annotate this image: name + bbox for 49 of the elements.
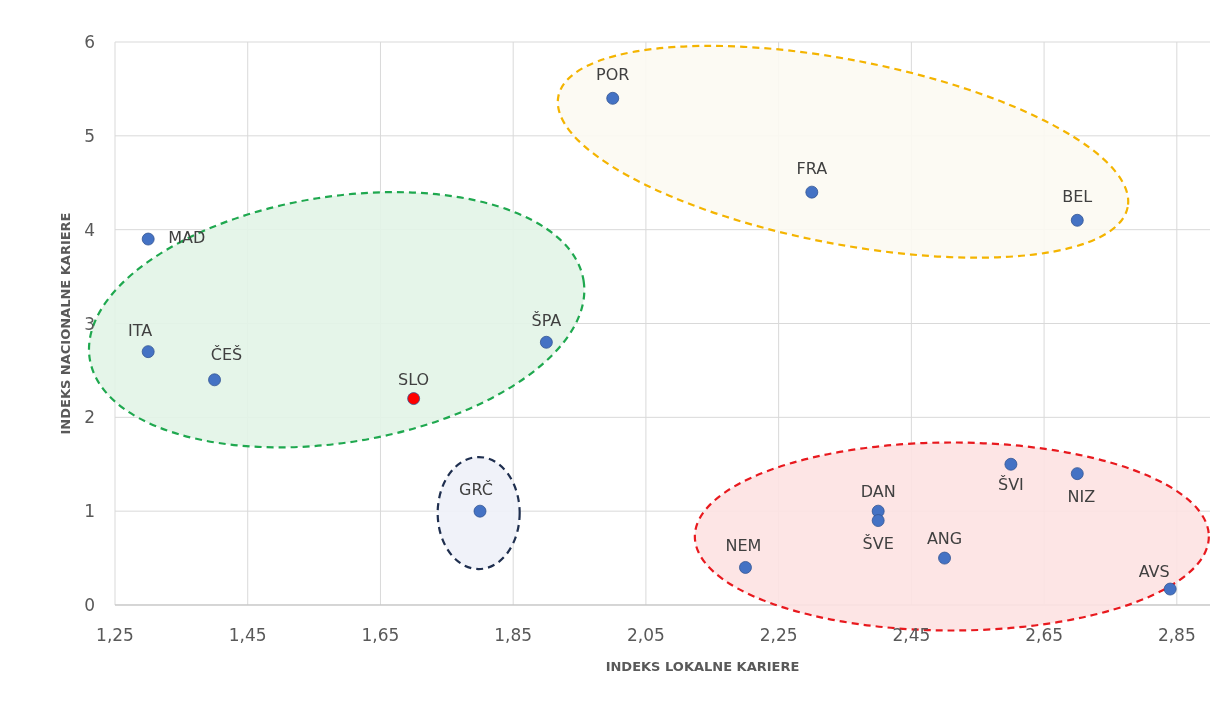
point [938, 551, 951, 565]
annotation: GRČ [459, 480, 493, 500]
point [606, 91, 620, 105]
annotation: ŠVE [862, 533, 894, 553]
annotation: AVS [1138, 562, 1170, 582]
y-axis-title: INDEKS NACIONALNE KARIERE [58, 212, 73, 435]
y-tick-label: 2 [84, 407, 95, 428]
point [871, 514, 885, 527]
point [1004, 457, 1018, 471]
annotation: SLO [398, 369, 430, 389]
x-tick-label: 2,45 [892, 625, 931, 645]
annotation: POR [596, 65, 630, 85]
x-tick-label: 1,45 [228, 625, 267, 645]
annotation: FRA [796, 159, 828, 179]
point [407, 392, 421, 405]
annotation: ŠVI [997, 475, 1024, 495]
annotation: MAD [168, 228, 206, 248]
point [1163, 582, 1177, 596]
point [739, 561, 752, 574]
annotation: ITA [128, 320, 153, 340]
point [141, 232, 155, 246]
x-tick-label: 2,25 [759, 625, 798, 645]
annotation: NIZ [1067, 486, 1096, 506]
y-tick-label: 1 [84, 501, 95, 522]
point [539, 335, 553, 349]
annotation: NEM [725, 536, 762, 556]
x-tick-label: 2,05 [626, 625, 665, 645]
point [805, 185, 819, 199]
point [141, 345, 155, 359]
point [1070, 467, 1084, 481]
x-tick-label: 1,65 [361, 625, 400, 645]
y-tick-label: 4 [84, 219, 95, 240]
annotation: DAN [860, 482, 896, 502]
x-axis-title: INDEKS LOKALNE KARIERE [605, 659, 800, 674]
point [473, 504, 487, 518]
annotation: ŠPA [531, 311, 562, 331]
annotation: ANG [926, 529, 963, 549]
annotation: ČEŠ [210, 344, 243, 364]
point [208, 373, 221, 387]
y-tick-label: 6 [84, 32, 95, 52]
x-tick-label: 2,65 [1025, 625, 1064, 645]
annotation: BEL [1062, 187, 1093, 207]
x-tick-label: 2,85 [1157, 625, 1196, 645]
y-tick-label: 3 [84, 313, 95, 334]
y-tick-label: 0 [84, 595, 95, 615]
x-tick-label: 1,25 [96, 625, 134, 645]
x-tick-label: 1,85 [494, 625, 533, 645]
y-tick-label: 5 [84, 125, 95, 146]
point [1070, 213, 1084, 227]
